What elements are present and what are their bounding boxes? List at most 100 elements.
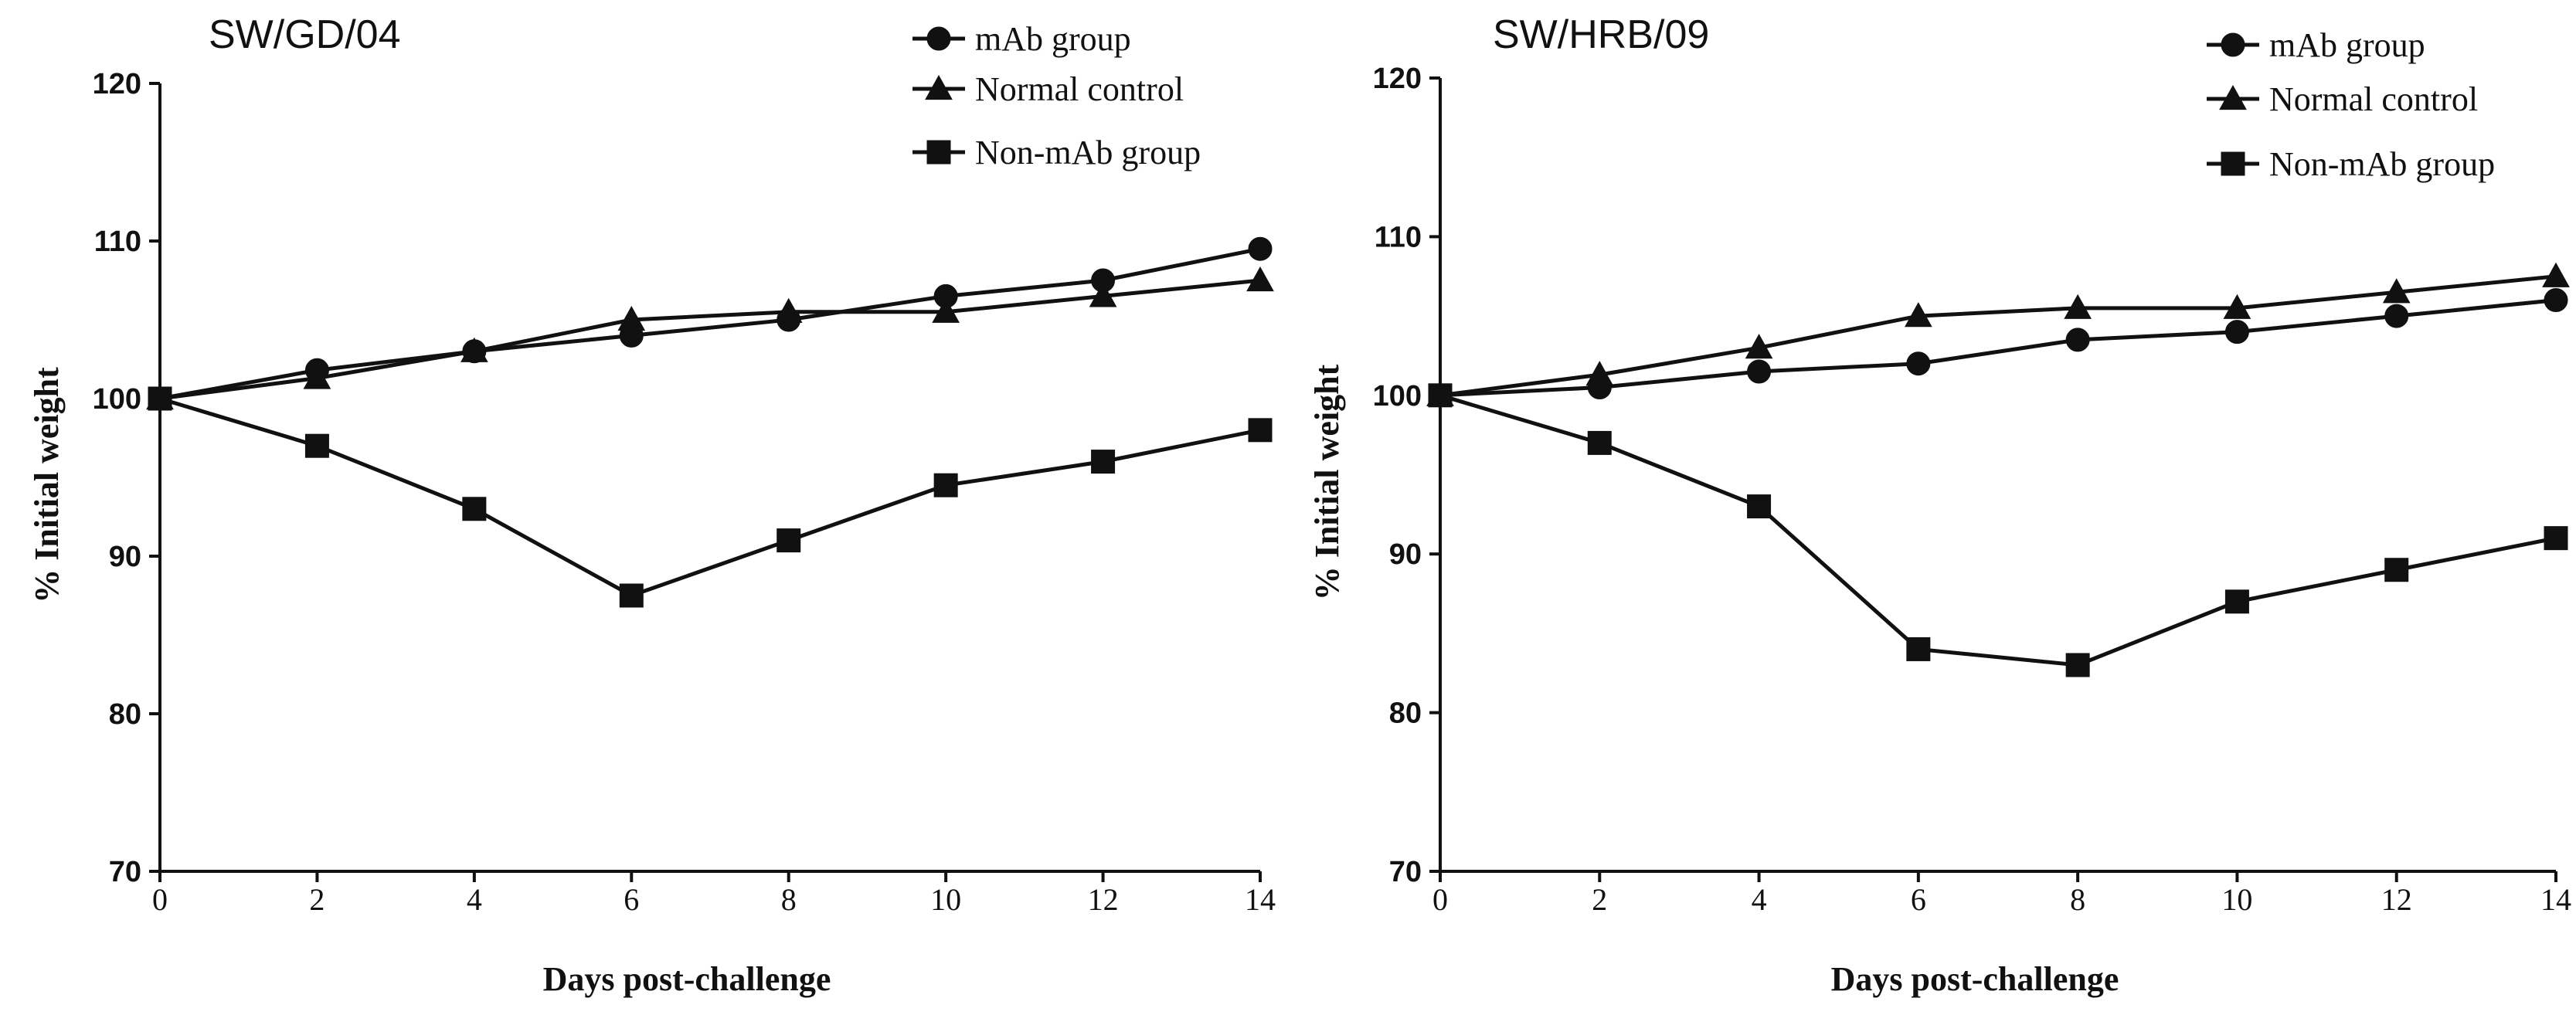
legend: mAb group Normal control Non-mAb group	[2207, 26, 2495, 183]
legend-label: Non-mAb group	[975, 134, 1201, 171]
data-point	[148, 386, 172, 411]
series-line	[159, 246, 1261, 401]
data-point	[1091, 450, 1116, 474]
y-tick-label: 90	[1389, 538, 1422, 571]
x-tick-label: 10	[930, 882, 961, 917]
legend-label: Normal control	[975, 70, 1184, 108]
data-point	[1248, 236, 1273, 261]
y-axis-label: % Initial weight	[28, 367, 66, 603]
y-tick-label: 120	[1373, 63, 1422, 95]
legend-entry: Normal control	[2207, 80, 2478, 118]
data-point	[619, 583, 644, 608]
x-axis-label: Days post-challenge	[543, 960, 831, 998]
x-axis-label: Days post-challenge	[1831, 960, 2119, 998]
chart-panel-1: SW/GD/04 70 80 90 100 110 120 0 2 4 6 8 10 12 14 Days p…	[28, 12, 1276, 998]
data-point	[1747, 359, 1772, 384]
y-tick-label: 110	[1375, 221, 1422, 253]
y-tick-label: 80	[109, 698, 141, 731]
legend-entry: Non-mAb group	[912, 134, 1201, 171]
data-point	[774, 297, 803, 323]
x-tick-label: 12	[1088, 882, 1119, 917]
data-point	[1745, 334, 1773, 359]
data-point	[1905, 302, 1932, 328]
y-tick-label: 70	[109, 856, 141, 888]
x-tick-label: 6	[1911, 882, 1926, 917]
x-tick-label: 10	[2221, 882, 2252, 917]
data-point	[1089, 282, 1117, 307]
y-tick-label: 100	[1373, 380, 1422, 412]
chart-title: SW/HRB/09	[1493, 12, 1709, 57]
x-tick-label: 14	[2540, 882, 2571, 917]
y-tick-label: 110	[94, 226, 141, 258]
series-non-mab-group	[1428, 383, 2568, 677]
data-point	[304, 433, 329, 458]
x-tick-label: 8	[2070, 882, 2085, 917]
x-tick-label: 4	[1752, 882, 1767, 917]
legend-marker	[925, 74, 953, 100]
y-tick-label: 80	[1389, 698, 1422, 730]
y-tick-label: 100	[93, 383, 141, 416]
x-tick-label: 12	[2381, 882, 2412, 917]
y-tick-label: 120	[93, 68, 141, 100]
series-line	[1439, 393, 2557, 667]
legend-entry: Non-mAb group	[2207, 145, 2495, 183]
legend-marker	[926, 26, 951, 51]
data-point	[1587, 430, 1612, 455]
data-point	[1248, 418, 1273, 443]
legend-label: mAb group	[975, 20, 1131, 58]
data-point	[2384, 304, 2409, 328]
data-point	[1585, 361, 1614, 386]
series-non-mab-group	[148, 386, 1273, 608]
series-normal-control	[146, 266, 1274, 410]
data-point	[1906, 636, 1931, 661]
data-point	[2542, 262, 2570, 287]
legend-marker	[2221, 151, 2245, 176]
data-point	[2224, 320, 2249, 345]
series-normal-control	[1426, 262, 2570, 406]
series-line	[159, 396, 1261, 598]
series-line	[159, 278, 1261, 401]
data-point	[933, 473, 958, 497]
data-point	[2382, 278, 2411, 304]
data-point	[2544, 288, 2568, 313]
y-axis-label: % Initial weight	[1308, 364, 1346, 600]
legend-label: Normal control	[2269, 80, 2478, 118]
data-point	[2224, 589, 2249, 614]
y-tick-label: 70	[1389, 856, 1422, 888]
data-point	[1428, 383, 1453, 408]
x-tick-label: 4	[467, 882, 482, 917]
x-tick-label: 0	[152, 882, 168, 917]
legend-label: Non-mAb group	[2269, 145, 2495, 183]
legend-marker	[926, 140, 951, 165]
data-point	[460, 337, 488, 362]
data-point	[1906, 351, 1931, 376]
legend-marker	[2219, 84, 2247, 110]
data-point	[303, 364, 331, 389]
x-tick-label: 8	[781, 882, 797, 917]
data-point	[1747, 494, 1772, 519]
x-tick-label: 2	[309, 882, 325, 917]
data-point	[462, 497, 487, 521]
data-point	[777, 528, 801, 553]
data-point	[932, 297, 960, 323]
legend: mAb group Normal control Non-mAb group	[912, 20, 1201, 171]
data-point	[2384, 558, 2409, 582]
legend-entry: mAb group	[2207, 26, 2425, 64]
data-point	[2544, 526, 2568, 551]
chart-title: SW/GD/04	[209, 12, 401, 57]
data-point	[2064, 294, 2092, 319]
x-tick-label: 14	[1245, 882, 1276, 917]
chart-panel-2: SW/HRB/09 70 80 90 100 110 120 0 2 4 6 8 10 12 14 Days …	[1308, 12, 2571, 998]
x-tick-label: 0	[1432, 882, 1448, 917]
data-point	[2223, 294, 2251, 319]
data-point	[1246, 266, 1274, 292]
legend-marker	[2221, 32, 2245, 57]
x-tick-label: 2	[1592, 882, 1607, 917]
data-point	[2065, 328, 2090, 352]
legend-entry: mAb group	[912, 20, 1131, 58]
series-line	[1439, 274, 2557, 398]
y-tick-label: 90	[109, 541, 141, 573]
series-line	[1439, 298, 2557, 398]
legend-entry: Normal control	[912, 70, 1184, 108]
